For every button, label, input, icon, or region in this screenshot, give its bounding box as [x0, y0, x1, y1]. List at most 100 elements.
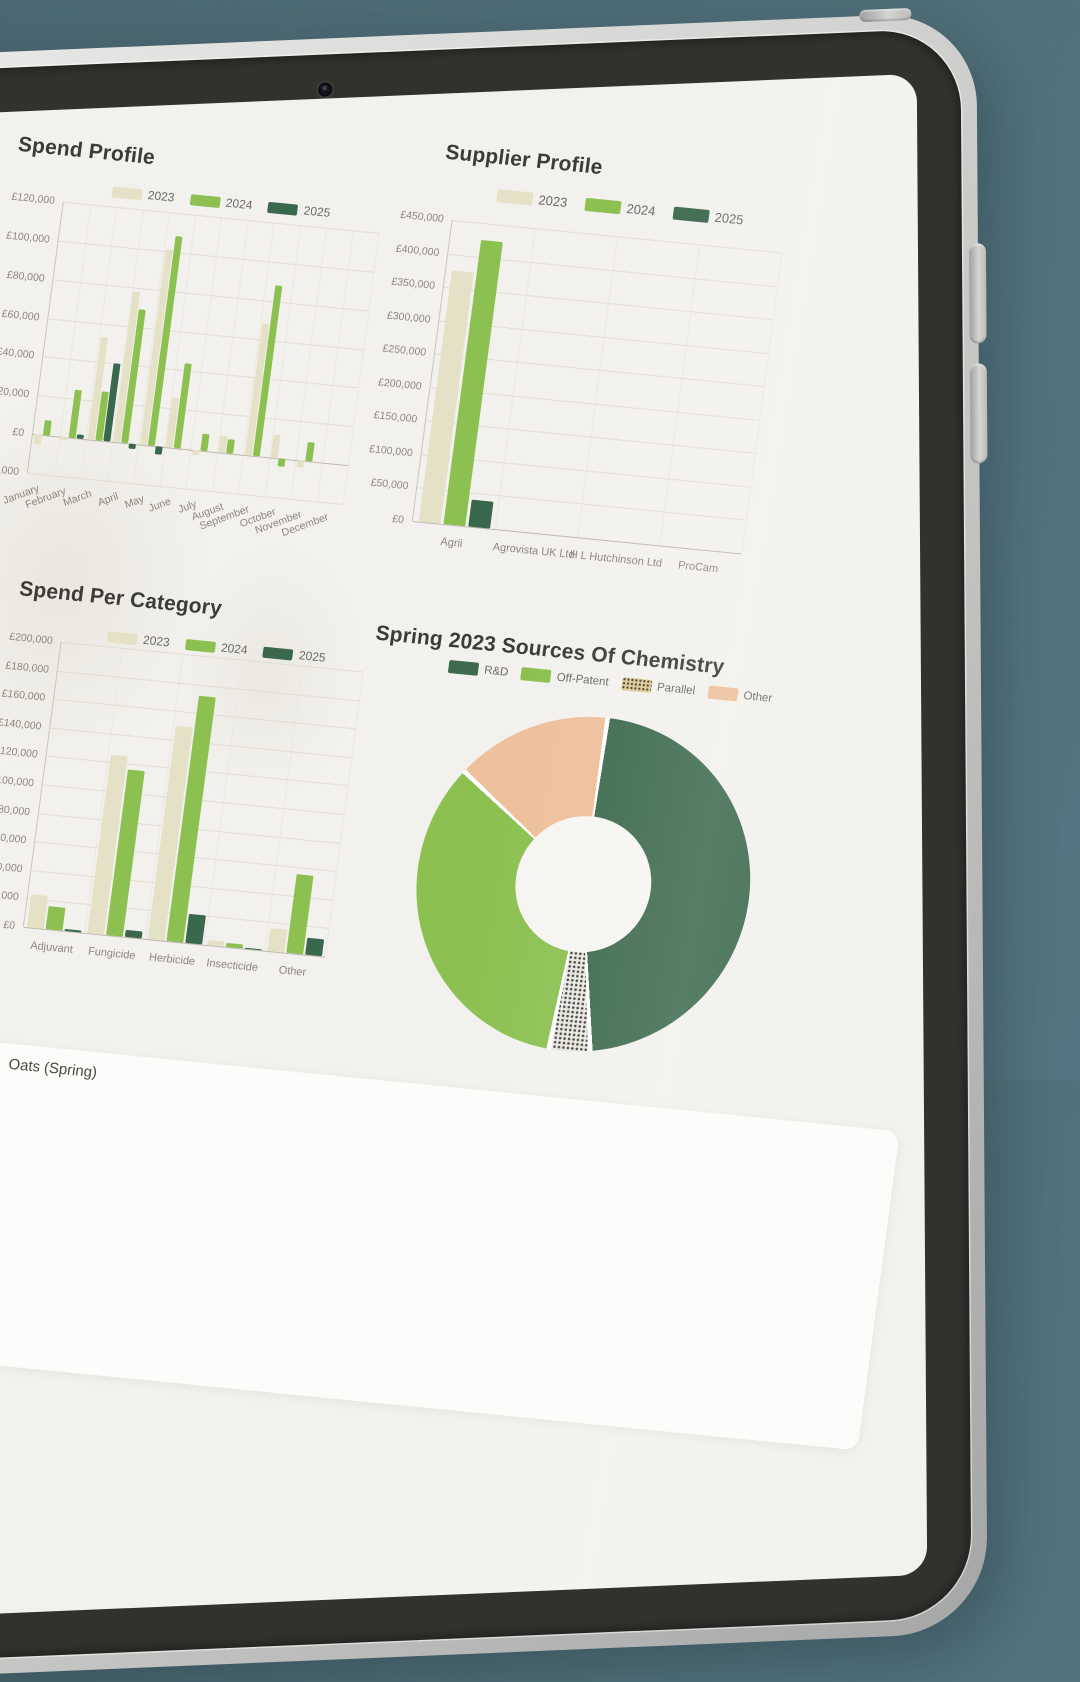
y-tick-label: £40,000	[0, 346, 36, 362]
y-tick-label: £100,000	[368, 442, 414, 460]
legend-item: R&D	[447, 659, 510, 679]
chart-spend-per-category: £0 £20,000 £40,000 £60,000 £80,000 £100,000 £1…	[0, 631, 364, 979]
legend-item: 2024	[189, 192, 253, 212]
power-button	[859, 7, 912, 23]
legend-label: 2024	[224, 195, 254, 213]
legend-swatch	[267, 201, 299, 216]
chart-supplier-profile: £0 £50,000 £100,000 £150,000 £200,000 £250,00…	[369, 209, 783, 575]
bar-2024-adjuvant	[45, 906, 66, 931]
gridline-vertical	[659, 244, 701, 546]
bar-2023-adjuvant	[26, 894, 48, 929]
bar-2023-july	[191, 449, 200, 456]
bar-2024-july	[200, 433, 210, 452]
legend-label: 2024	[625, 200, 657, 219]
supplier-profile-title: Supplier Profile	[444, 140, 604, 180]
volume-down-button	[969, 363, 988, 464]
legend: 2023 2024 2025	[496, 188, 744, 227]
gridline-horizontal	[53, 279, 369, 312]
legend-swatch	[496, 189, 534, 206]
legend-swatch	[189, 193, 221, 208]
gridline-vertical	[324, 671, 364, 957]
chart-sources-of-chemistry	[395, 701, 771, 1067]
bar-2023-november	[296, 460, 305, 468]
front-camera	[318, 82, 333, 97]
legend-item: Off-Patent	[520, 667, 609, 689]
y-tick-label: £300,000	[386, 309, 432, 326]
legend-label: Off-Patent	[556, 671, 610, 689]
legend-label: Other	[742, 689, 773, 705]
bar-2025-herbicide	[184, 914, 206, 945]
legend-item: Other	[707, 685, 773, 705]
legend-label: 2023	[142, 632, 171, 650]
y-tick-label: £100,000	[0, 773, 35, 790]
legend-swatch	[672, 206, 710, 223]
legend-label: 2025	[713, 209, 745, 228]
bar-2025-agrii	[467, 499, 494, 529]
legend-swatch	[584, 197, 622, 215]
bar-2025-february	[76, 434, 85, 440]
oats-spring-card: Oats (Spring)	[0, 1041, 900, 1451]
legend-swatch	[447, 659, 480, 676]
y-tick-label: £0	[11, 426, 25, 440]
legend-item: Parallel	[620, 676, 696, 697]
gridline-horizontal	[43, 356, 359, 389]
x-axis-label: ProCam	[677, 559, 719, 576]
tablet-screen: Spend Profile Supplier Profile Spend Per…	[0, 73, 928, 1620]
chart-spend-profile: £-20,000 £0 £20,000 £40,000 £60,000 £80,000 £1…	[0, 191, 380, 539]
legend-swatch	[111, 185, 143, 200]
bar-2023-october	[270, 434, 281, 459]
y-tick-label: £0	[391, 512, 405, 527]
y-tick-label: £250,000	[381, 342, 427, 359]
gridline-vertical	[577, 236, 619, 538]
bar-2023-february	[60, 436, 68, 441]
y-tick-label: £80,000	[6, 268, 46, 285]
legend-label: 2025	[302, 203, 332, 220]
legend-swatch	[620, 676, 653, 693]
legend-swatch	[262, 646, 294, 661]
dashboard-content: Spend Profile Supplier Profile Spend Per…	[0, 82, 927, 1619]
y-tick-label: £20,000	[0, 384, 30, 401]
gridline-vertical	[741, 252, 783, 554]
volume-up-button	[968, 243, 987, 344]
bar-2024-october	[277, 458, 286, 467]
y-tick-label: £350,000	[390, 275, 436, 292]
legend-label: R&D	[483, 663, 510, 679]
legend-item: 2025	[267, 200, 331, 220]
y-tick-label: £0	[2, 918, 16, 932]
legend-label: Parallel	[656, 681, 696, 697]
y-tick-label: £400,000	[395, 242, 441, 259]
y-tick-label: £120,000	[10, 190, 56, 207]
legend-label: 2025	[298, 648, 327, 665]
legend-swatch	[707, 685, 739, 702]
gridline-horizontal	[58, 240, 374, 273]
y-tick-label: £100,000	[5, 229, 51, 246]
oats-spring-label: Oats (Spring)	[7, 1055, 99, 1082]
gridline-vertical	[494, 228, 536, 530]
y-tick-label: £200,000	[377, 376, 423, 393]
x-axis-label: Other	[277, 964, 307, 979]
y-tick-label: £450,000	[399, 208, 445, 226]
bar-2025-fungicide	[124, 929, 143, 939]
legend-item: 2023	[496, 188, 568, 210]
legend-item: 2025	[672, 206, 745, 228]
bar-2024-february	[68, 389, 83, 439]
y-tick-label: £40,000	[0, 859, 24, 875]
legend-label: 2023	[147, 187, 176, 205]
legend-label: 2023	[537, 192, 569, 211]
bar-2024-january	[42, 419, 52, 436]
y-tick-label: £60,000	[0, 830, 28, 847]
y-tick-label: £20,000	[0, 887, 20, 904]
bar-2025-may	[154, 446, 163, 455]
legend-swatch	[520, 667, 552, 683]
y-tick-label: £150,000	[372, 409, 418, 426]
legend-item: 2023	[111, 184, 176, 205]
bar-2025-other	[305, 937, 325, 957]
legend-swatch	[184, 638, 216, 653]
bar-2025-april	[128, 443, 137, 450]
gridline-horizontal	[37, 395, 354, 428]
bar-2024-august	[226, 438, 236, 454]
legend-swatch	[106, 630, 138, 645]
legend-label: 2024	[220, 640, 249, 658]
spend-profile-title: Spend Profile	[16, 132, 157, 170]
tablet-device: Spend Profile Supplier Profile Spend Per…	[0, 7, 988, 1682]
